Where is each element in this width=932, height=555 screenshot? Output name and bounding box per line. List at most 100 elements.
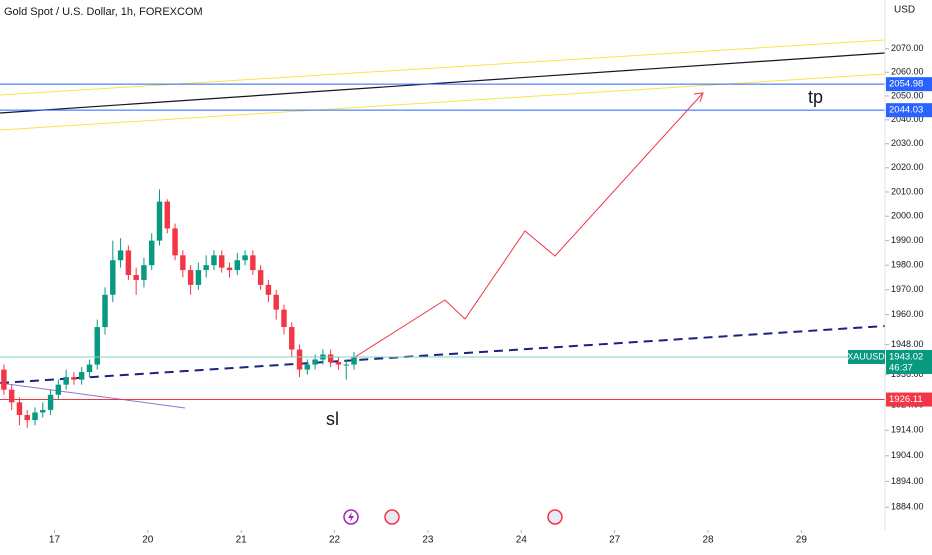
projection-path xyxy=(354,92,704,358)
y-tick-label: 1990.00 xyxy=(891,235,924,245)
candle-body xyxy=(226,267,233,271)
candle-body xyxy=(102,294,108,328)
candle-body xyxy=(110,260,116,295)
candle-body xyxy=(242,255,248,261)
candle-body xyxy=(40,409,46,413)
candle-body xyxy=(351,356,357,365)
y-tick-label: 2050.00 xyxy=(891,90,924,100)
y-tick-label: 2070.00 xyxy=(891,43,924,53)
candle-body xyxy=(94,327,100,365)
price-level-box xyxy=(886,392,932,407)
candle-body xyxy=(117,250,124,261)
x-tick-label: 28 xyxy=(702,535,714,546)
candle-body xyxy=(187,270,194,285)
candle-body xyxy=(86,364,93,373)
candle-body xyxy=(273,294,279,310)
channel-lower xyxy=(0,73,885,131)
tp-annotation: tp xyxy=(808,87,823,107)
y-tick-label: 1894.00 xyxy=(891,476,924,486)
price-level-label: 2054.98 xyxy=(889,79,923,90)
y-tick-label: 2040.00 xyxy=(891,114,924,124)
plot-area xyxy=(0,39,885,428)
candle-body xyxy=(55,384,62,395)
sl-annotation: sl xyxy=(326,409,339,429)
candle-body xyxy=(195,270,202,285)
projection-arrow xyxy=(693,92,704,103)
candle-body xyxy=(141,265,147,280)
purple-line xyxy=(0,382,186,409)
x-tick-label: 24 xyxy=(516,535,528,546)
y-tick-label: 1904.00 xyxy=(891,450,924,460)
price-level-box xyxy=(886,103,932,118)
candle-body xyxy=(180,255,186,271)
trend-line xyxy=(0,52,885,114)
candle-body xyxy=(265,284,272,295)
candle-body xyxy=(219,255,225,268)
y-tick-label: 2000.00 xyxy=(891,211,924,221)
channel-upper xyxy=(0,39,885,96)
candle-body xyxy=(327,354,334,363)
countdown: 46:37 xyxy=(889,362,913,373)
candle-body xyxy=(63,377,69,385)
price-level-label: 2044.03 xyxy=(889,105,923,116)
y-tick-label: 1980.00 xyxy=(891,260,924,270)
x-tick-label: 20 xyxy=(142,535,154,546)
candle-body xyxy=(296,349,303,370)
candle-body xyxy=(47,394,54,410)
x-tick-label: 29 xyxy=(796,535,808,546)
symbol-label: XAUUSD xyxy=(847,351,885,361)
candle-body xyxy=(304,364,311,370)
candle-body xyxy=(335,362,342,365)
candle-body xyxy=(289,327,295,350)
candle-body xyxy=(312,359,318,365)
current-price-box xyxy=(886,349,932,374)
y-tick-label: 2060.00 xyxy=(891,67,924,77)
candle-body xyxy=(203,265,209,271)
candle-body xyxy=(148,240,155,266)
chart-title: Gold Spot / U.S. Dollar, 1h, FOREXCOM xyxy=(4,6,203,18)
candle-body xyxy=(32,412,38,421)
candle-body xyxy=(16,402,23,416)
x-tick-label: 17 xyxy=(49,535,61,546)
y-tick-label: 1936.00 xyxy=(891,369,924,379)
candle-body xyxy=(211,255,217,266)
x-tick-label: 22 xyxy=(329,535,341,546)
currency: USD xyxy=(894,5,915,16)
event-icon[interactable] xyxy=(547,509,563,525)
candle-body xyxy=(343,364,349,366)
y-tick-label: 2030.00 xyxy=(891,138,924,148)
y-tick-label: 1970.00 xyxy=(891,284,924,294)
candle-body xyxy=(172,228,178,256)
y-tick-label: 2020.00 xyxy=(891,162,924,172)
price-level-label: 1926.11 xyxy=(889,394,923,405)
candle-body xyxy=(1,369,7,390)
event-icons xyxy=(343,509,563,525)
candle-body xyxy=(281,309,287,328)
y-tick-label: 1960.00 xyxy=(891,309,924,319)
y-tick-label: 1948.00 xyxy=(891,339,924,349)
candle-body xyxy=(24,415,30,421)
y-tick-label: 2010.00 xyxy=(891,186,924,196)
candle-body xyxy=(133,275,139,280)
x-tick-label: 27 xyxy=(609,535,621,546)
x-tick-label: 21 xyxy=(236,535,248,546)
candle-body xyxy=(250,255,256,271)
current-price-label: 1943.02 xyxy=(889,351,923,362)
candle-body xyxy=(125,250,132,276)
candle-body xyxy=(78,372,85,380)
y-tick-label: 1914.00 xyxy=(891,425,924,435)
candle-body xyxy=(156,201,163,241)
candle-body xyxy=(71,377,77,380)
candle-body xyxy=(8,389,15,403)
y-tick-label: 1884.00 xyxy=(891,502,924,512)
x-tick-label: 23 xyxy=(422,535,434,546)
event-icon-bolt xyxy=(348,512,354,522)
symbol-box xyxy=(848,349,885,364)
price-level-box xyxy=(886,77,932,92)
event-icon[interactable] xyxy=(384,509,400,525)
candle-body xyxy=(257,270,264,285)
candle-body xyxy=(234,260,241,271)
candle-body xyxy=(164,201,170,229)
